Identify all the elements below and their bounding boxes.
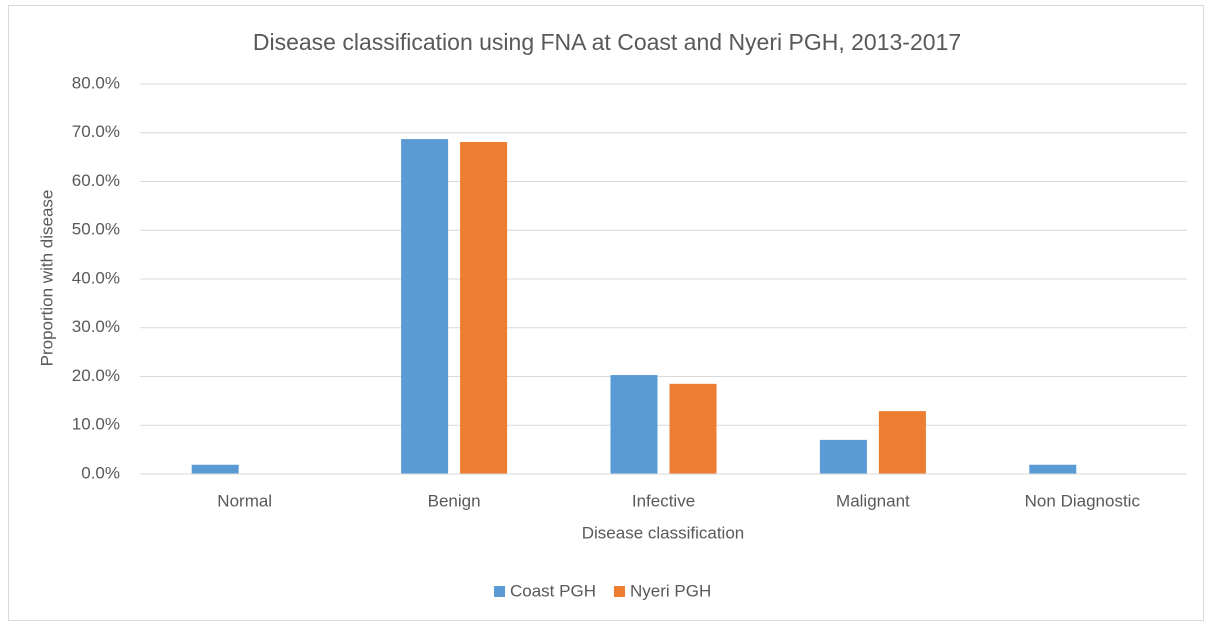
chart-frame	[8, 5, 1204, 621]
y-tick-label: 60.0%	[72, 171, 120, 190]
chart-title: Disease classification using FNA at Coas…	[253, 29, 961, 55]
bar	[401, 139, 449, 474]
legend-label: Nyeri PGH	[630, 581, 711, 600]
x-tick-label: Infective	[632, 491, 695, 510]
x-tick-label: Benign	[428, 491, 481, 510]
y-tick-label: 20.0%	[72, 366, 120, 385]
x-tick-label: Normal	[217, 491, 272, 510]
y-tick-label: 80.0%	[72, 73, 120, 92]
y-tick-label: 50.0%	[72, 220, 120, 239]
x-axis-title: Disease classification	[582, 523, 745, 542]
bar	[819, 439, 867, 474]
x-tick-label: Malignant	[836, 491, 910, 510]
legend-swatch	[613, 586, 625, 597]
y-tick-label: 40.0%	[72, 268, 120, 287]
bar	[878, 411, 926, 474]
bar	[610, 375, 658, 474]
bar	[669, 383, 717, 474]
y-tick-label: 0.0%	[81, 463, 120, 482]
x-tick-label: Non Diagnostic	[1025, 491, 1141, 510]
bar	[191, 464, 239, 474]
y-tick-label: 70.0%	[72, 122, 120, 141]
legend-swatch	[494, 586, 505, 597]
y-tick-label: 10.0%	[72, 415, 120, 434]
y-axis-title: Proportion with disease	[37, 190, 56, 367]
legend-label: Coast PGH	[510, 581, 596, 600]
bar	[460, 142, 508, 474]
bar	[1029, 464, 1077, 474]
y-tick-label: 30.0%	[72, 317, 120, 336]
